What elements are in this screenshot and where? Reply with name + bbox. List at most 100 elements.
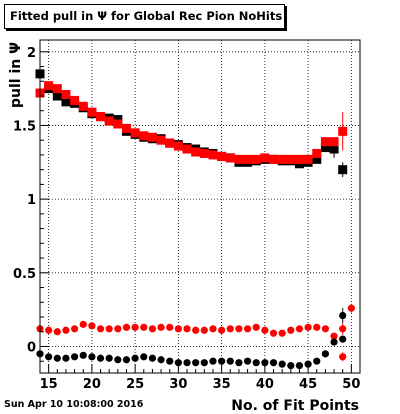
data-point [96,325,105,333]
data-point [295,325,304,333]
data-point [347,304,355,312]
series-small-marker-red [36,303,355,340]
data-point [294,154,304,164]
data-point [113,119,123,129]
data-point [140,353,148,361]
data-point [312,154,322,164]
data-point [312,148,322,158]
data-point [105,354,113,362]
data-point [209,325,217,333]
data-point [191,147,201,157]
data-point [174,359,182,367]
data-point [252,359,260,367]
data-point [79,320,87,328]
data-point [182,144,192,154]
data-point [287,326,295,334]
data-point [339,311,347,320]
series-small-marker-black [36,335,347,370]
y-tick-label: 2 [27,46,36,61]
data-point [269,154,279,164]
data-point [235,325,243,333]
data-point [339,353,347,361]
data-point [338,126,348,136]
data-point [226,357,234,365]
data-point [321,325,330,333]
data-point [313,357,321,365]
series-layer [35,69,355,370]
data-point [70,353,79,361]
data-point [243,357,252,365]
y-axis-label: pull in Ψ [8,42,24,108]
chart-title: Fitted pull in Ψ for Global Rec Pion NoH… [4,4,285,29]
data-point [45,353,53,361]
data-point [277,154,287,164]
data-point [104,116,114,126]
data-point [122,323,131,331]
x-tick-label: 35 [213,377,231,392]
data-point [140,323,148,331]
x-tick-label: 45 [299,377,317,392]
data-point [278,360,286,368]
data-point [87,107,97,117]
data-point [61,97,71,107]
data-point [174,325,182,333]
data-point [183,359,191,367]
data-point [52,91,62,101]
data-point [78,101,88,111]
series-extra-points-black [339,308,347,323]
grid-layer [40,40,360,373]
data-point [295,362,304,370]
x-tick-label: 40 [256,377,274,392]
data-point [88,322,96,330]
data-point [304,323,312,331]
data-point [339,325,347,333]
data-point [338,165,348,175]
data-point [45,326,53,334]
series-mean-pull-red [35,81,348,164]
axis-ticks: 15 20 25 30 35 40 45 50 0 0.5 1 1.5 2 [13,46,361,392]
data-point [209,357,217,365]
data-point [320,143,330,153]
data-point [148,325,157,333]
data-point [200,359,208,367]
data-point [287,362,295,370]
x-tick-label: 30 [169,377,187,392]
series-extra-points-red [339,352,347,362]
data-point [199,148,209,158]
timestamp: Sun Apr 10 10:08:00 2016 [4,399,144,410]
data-point [217,151,227,161]
data-point [157,323,165,331]
data-point [79,351,87,359]
data-point [261,326,269,334]
data-point [53,328,61,336]
data-point [131,354,139,362]
data-point [157,356,165,364]
x-axis-label: No. of Fit Points [231,398,359,414]
y-tick-label: 0 [27,340,36,355]
x-tick-label: 50 [342,377,360,392]
data-point [114,325,122,333]
data-point [321,350,330,358]
data-point [252,323,260,331]
data-point [218,326,226,334]
data-point [235,359,243,367]
data-point [130,128,140,138]
y-tick-label: 1.5 [13,119,36,134]
plot-frame [39,39,361,374]
data-point [320,137,330,147]
data-point [234,154,244,164]
data-point [122,356,131,364]
data-point [208,150,218,160]
x-tick-label: 25 [126,377,144,392]
y-tick-label: 1 [27,193,36,208]
data-point [147,132,157,142]
data-point [261,359,269,367]
data-point [44,81,54,91]
data-point [53,354,61,362]
data-point [96,112,106,122]
data-point [329,144,339,154]
data-point [156,135,166,145]
data-point [121,123,131,133]
data-point [166,357,174,365]
